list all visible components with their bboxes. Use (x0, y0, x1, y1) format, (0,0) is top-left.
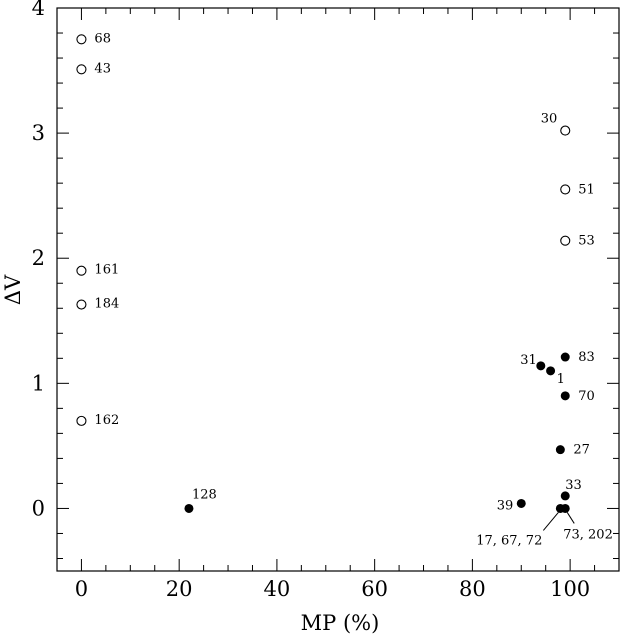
data-point-open (76, 265, 87, 276)
y-tick-label: 4 (32, 0, 45, 20)
data-point-filled (184, 503, 194, 513)
y-tick-label: 1 (32, 371, 45, 395)
data-point-filled (560, 391, 570, 401)
y-axis-title: ΔV (1, 274, 25, 305)
y-tick-label: 0 (32, 496, 45, 520)
leader-line (566, 512, 575, 524)
point-label: 128 (192, 487, 217, 502)
point-label: 51 (578, 182, 595, 197)
y-tick-label: 2 (32, 246, 45, 270)
x-tick-label: 80 (459, 577, 486, 601)
data-point-filled (536, 361, 546, 371)
point-label: 73, 202 (563, 527, 613, 542)
leader-line (542, 512, 559, 531)
data-point-filled (560, 503, 570, 513)
point-label: 39 (497, 498, 514, 513)
point-label: 30 (541, 112, 558, 127)
point-label: 27 (573, 443, 590, 458)
point-label: 161 (94, 263, 119, 278)
point-label: 83 (578, 350, 595, 365)
point-label: 184 (94, 297, 119, 312)
point-label: 17, 67, 72 (476, 533, 542, 548)
x-axis-title: MP (%) (301, 611, 380, 635)
x-tick-label: 100 (550, 577, 590, 601)
y-tick-label: 3 (32, 121, 45, 145)
data-point-filled (560, 491, 570, 501)
data-point-open (560, 125, 571, 136)
point-label: 53 (578, 234, 595, 249)
plot-frame (56, 7, 620, 572)
data-point-filled (555, 445, 565, 455)
point-label: 43 (94, 61, 111, 76)
point-label: 1 (557, 372, 565, 387)
point-label: 68 (94, 31, 111, 46)
point-label: 162 (94, 413, 119, 428)
x-tick-label: 0 (75, 577, 88, 601)
x-tick-label: 60 (361, 577, 388, 601)
data-point-open (560, 235, 571, 246)
point-label: 70 (578, 389, 595, 404)
data-point-open (76, 299, 87, 310)
data-point-open (76, 34, 87, 45)
data-point-filled (560, 352, 570, 362)
data-point-filled (516, 498, 526, 508)
data-point-open (76, 64, 87, 75)
data-point-filled (546, 366, 556, 376)
point-label: 31 (520, 353, 537, 368)
point-label: 33 (565, 478, 582, 493)
data-point-open (560, 184, 571, 195)
x-tick-label: 40 (264, 577, 291, 601)
data-point-open (76, 415, 87, 426)
x-tick-label: 20 (166, 577, 193, 601)
